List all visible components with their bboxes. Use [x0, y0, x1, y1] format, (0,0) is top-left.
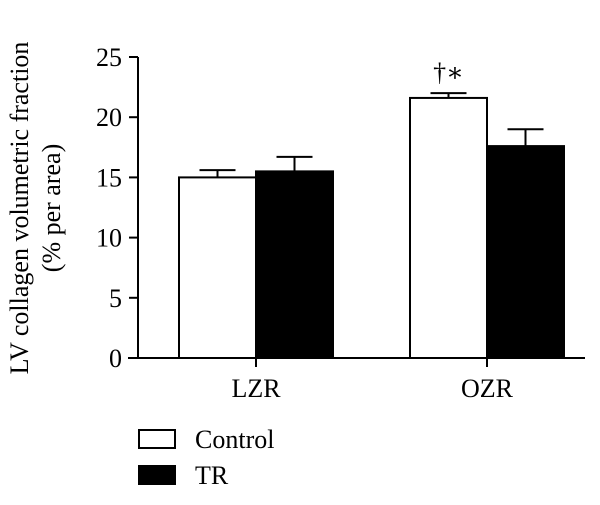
y-tick-label: 20: [96, 103, 122, 132]
bars: [178, 92, 565, 359]
y-axis-label-line-2: (% per area): [37, 144, 66, 272]
y-axis-label-line-1: LV collagen volumetric fraction: [5, 42, 34, 375]
tr-bar-ozr: [486, 145, 565, 359]
y-tick-label: 0: [109, 344, 122, 373]
legend-label-tr: TR: [195, 461, 229, 490]
legend-label-control: Control: [195, 425, 274, 454]
annotations: †∗: [433, 58, 464, 87]
y-axis-label: LV collagen volumetric fraction (% per a…: [5, 42, 66, 375]
x-tick-label-ozr: OZR: [461, 374, 514, 403]
significance-annotation: †∗: [433, 58, 464, 87]
tr-bar-lzr: [255, 170, 334, 359]
y-tick-label: 10: [96, 224, 122, 253]
y-tick-label: 25: [96, 43, 122, 72]
legend: Control TR: [138, 425, 274, 490]
axes: 0 5 10 15 20 25 LZR OZR: [96, 43, 585, 403]
y-tick-label: 15: [96, 163, 122, 192]
y-tick-label: 5: [109, 284, 122, 313]
legend-swatch-tr: [138, 465, 176, 485]
control-bar-lzr: [178, 176, 257, 359]
legend-swatch-control: [138, 429, 176, 449]
x-tick-label-lzr: LZR: [231, 374, 281, 403]
control-bar-ozr: [409, 96, 488, 359]
